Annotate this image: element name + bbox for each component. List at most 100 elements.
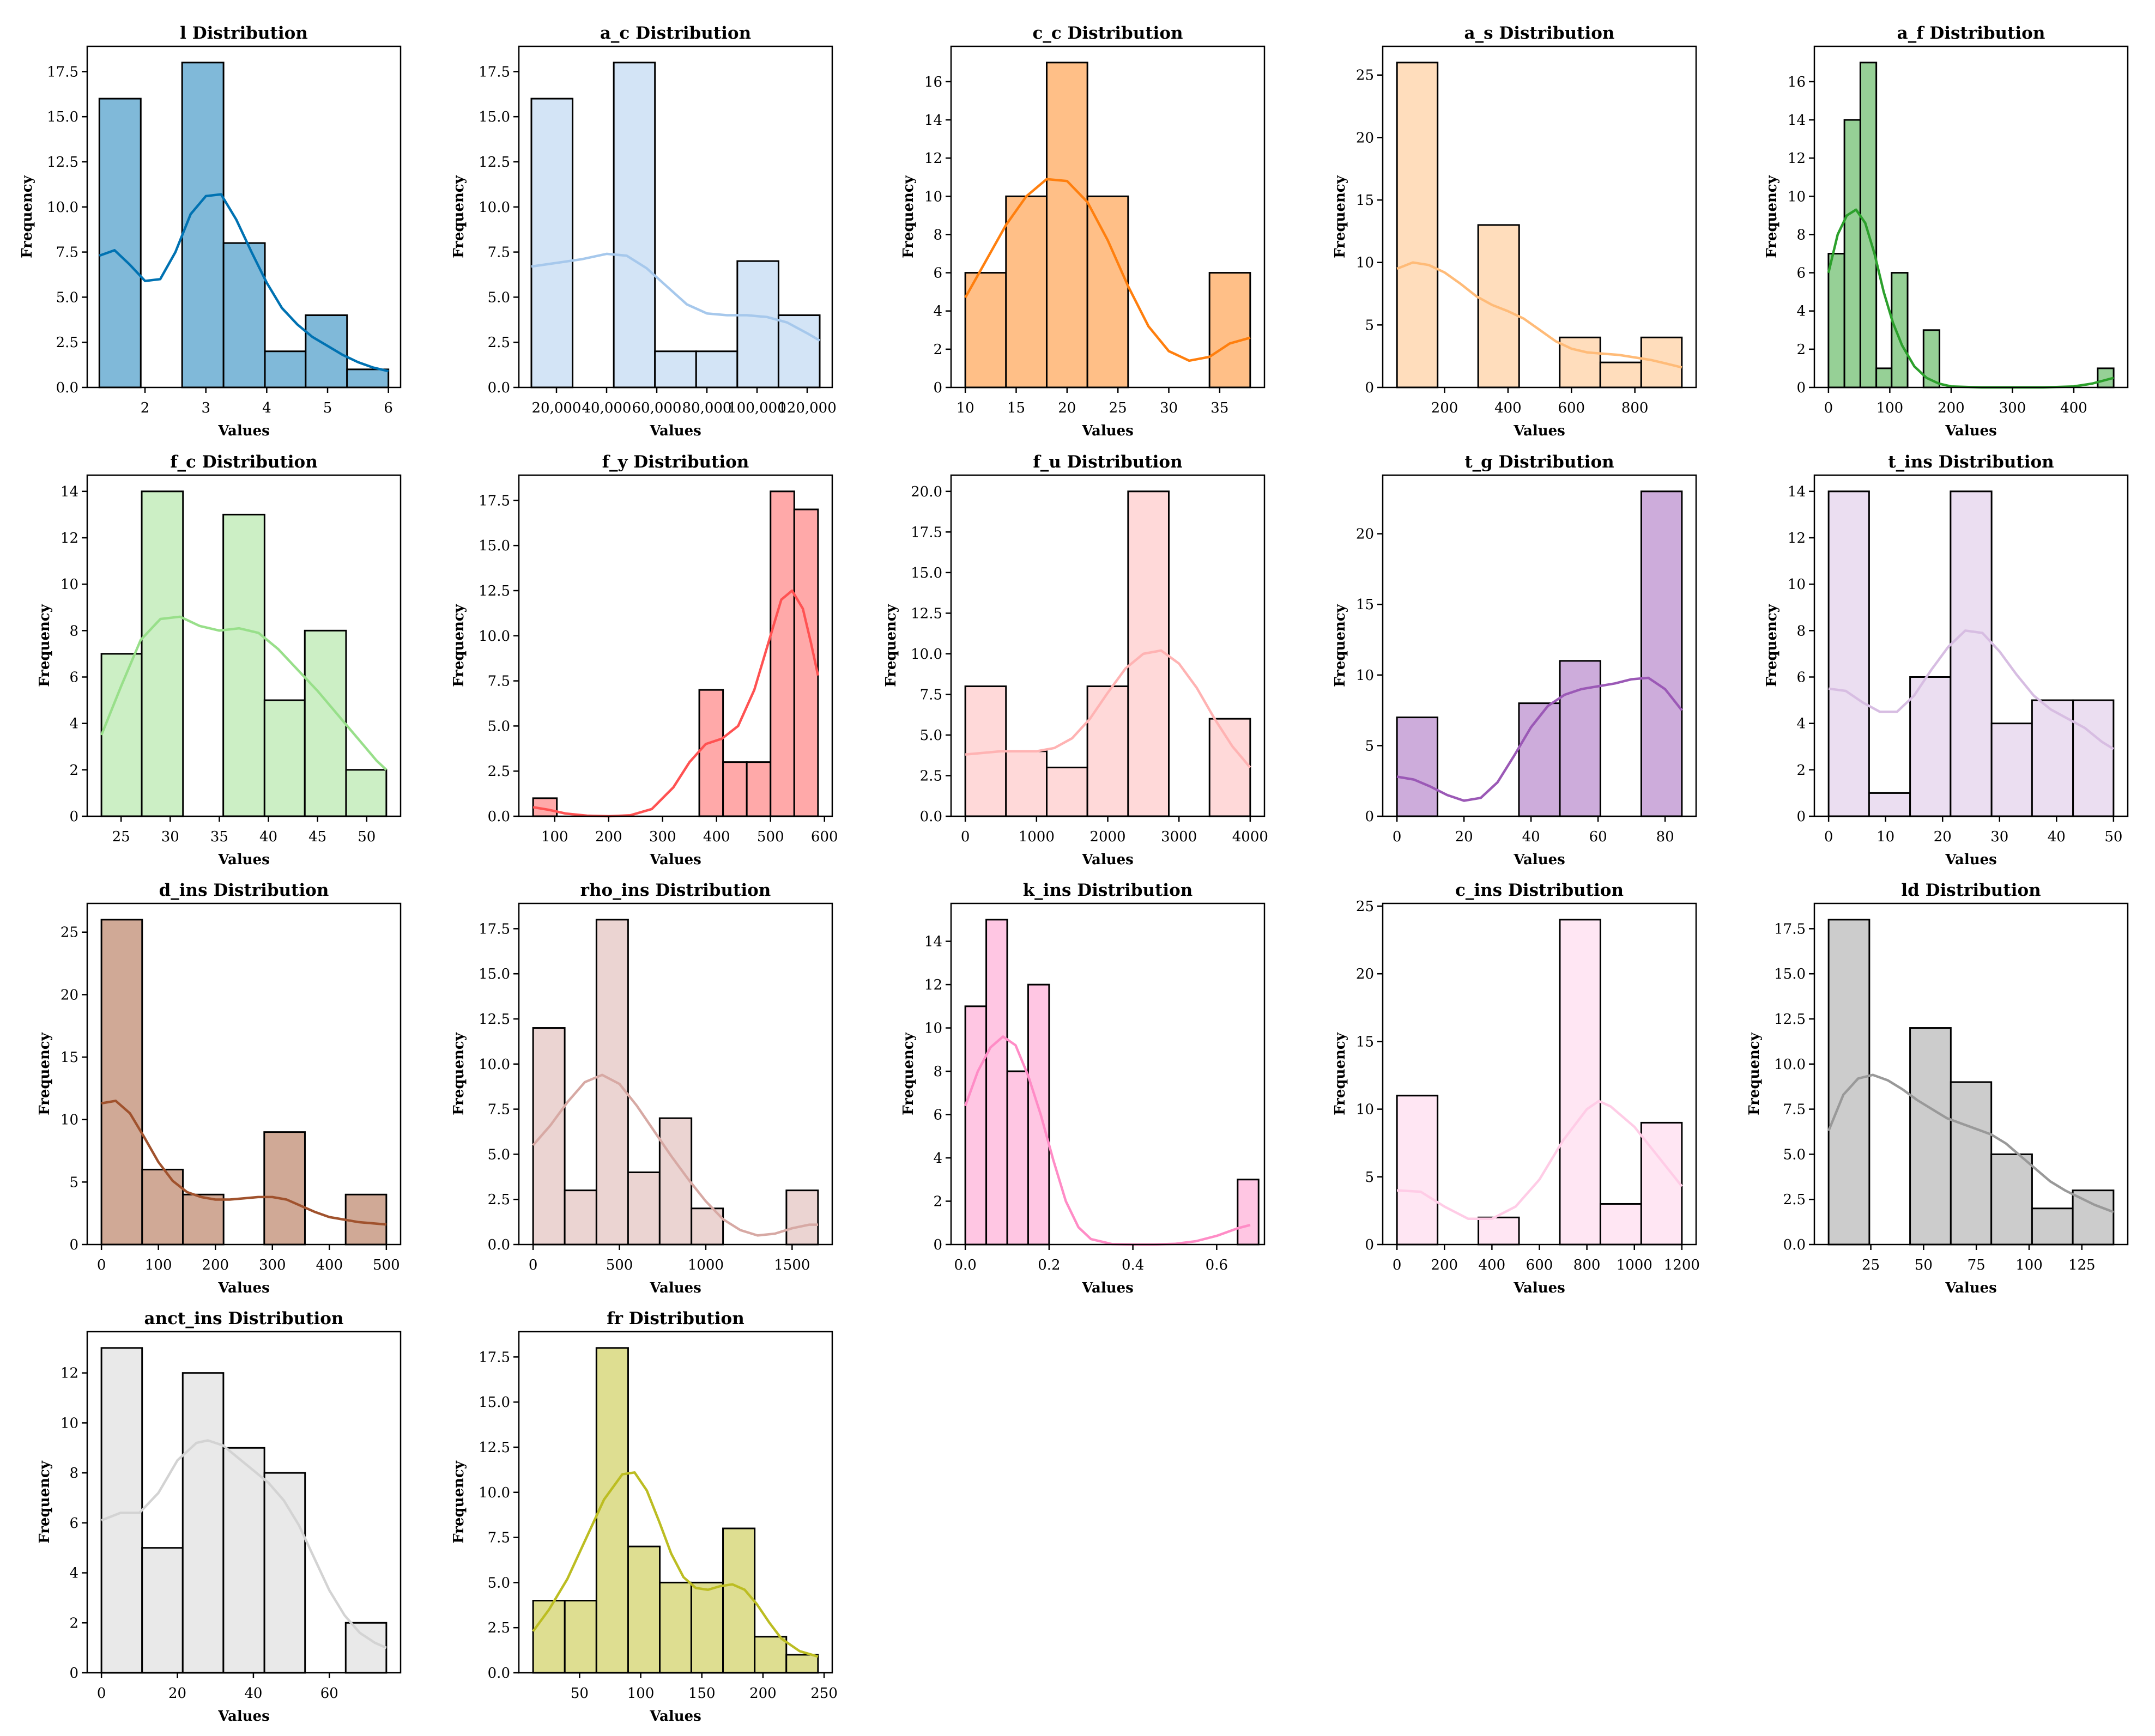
histogram-bar [222,1447,265,1674]
x-tick-label: 400 [1494,400,1522,416]
y-axis-label: Frequency [1332,604,1348,687]
y-tick-label: 8 [1796,623,1806,639]
x-tick-label: 200 [1431,1257,1458,1273]
y-axis-label: Frequency [37,1460,53,1544]
histogram-bar [263,1131,306,1246]
y-tick-label: 25 [60,925,78,941]
histogram-bar [2072,1189,2115,1246]
x-tick-label: 125 [2068,1257,2096,1273]
y-tick-label: 2 [69,762,78,779]
subplot-fr-distribution: 50 100 150 200 250 0.0 2.5 5.0 7.5 10.0 12.5 15.0 17… [451,1309,838,1725]
axes-frame [950,902,1266,1246]
histogram-bar [344,1622,388,1674]
x-tick-label: 200 [749,1685,777,1702]
kde-curve [1828,629,2115,750]
histogram-bar [785,1654,819,1674]
x-tick-label: 0 [97,1685,106,1702]
y-tick-label: 7.5 [488,1102,510,1118]
x-tick-label: 75 [1968,1257,1985,1273]
kde-curve [1827,1073,2114,1213]
histogram-bar [98,98,142,389]
y-tick-label: 6 [1796,265,1806,282]
histogram-bar [345,769,388,817]
histogram-bar [658,1117,693,1246]
y-tick-label: 12 [1788,530,1806,547]
axes-frame [518,45,833,389]
x-axis-label: Values [649,1708,701,1725]
y-tick-label: 12.5 [479,1440,510,1456]
y-tick-label: 10 [924,189,942,205]
histogram-bar [1027,984,1050,1246]
y-tick-label: 5.0 [56,289,78,306]
y-axis-label: Frequency [451,604,467,687]
y-tick-label: 10.0 [479,1057,510,1073]
y-tick-label: 10.0 [479,199,510,216]
x-tick-label: 30 [1990,829,2008,845]
x-tick-label: 100 [1876,400,1904,416]
histogram-bar [1477,224,1520,389]
axes-frame [1813,45,2129,389]
histogram-bar [100,919,143,1246]
x-tick-label: 80 [1656,829,1674,845]
histogram-bar [263,1472,306,1674]
histogram-bar [1922,329,1941,389]
histogram-bar [1086,685,1129,817]
kde-curve [531,252,821,342]
y-tick-label: 12.5 [47,154,78,171]
x-tick-label: 20,000 [532,400,582,416]
x-axis-label: Values [217,423,270,439]
y-tick-label: 0.0 [56,380,78,396]
subplot-title: k_ins Distribution [1023,881,1193,900]
y-tick-label: 10 [60,576,78,593]
y-tick-label: 17.5 [1774,921,1806,937]
histogram-bar [1599,1203,1642,1246]
histogram-bar [1950,490,1993,817]
y-tick-label: 12 [1788,150,1806,167]
histogram-bar [100,1347,143,1674]
subplot-title: c_ins Distribution [1455,881,1624,900]
y-tick-label: 15.0 [479,538,510,554]
axes-frame [518,474,833,817]
subplot-f_y-distribution: 100 200 300 400 500 600 0.0 2.5 5.0 7.5 10.0 12.5 15… [451,452,838,868]
y-tick-label: 4 [69,1565,78,1582]
y-tick-label: 5.0 [1783,1146,1806,1163]
histogram-bar [627,1172,661,1246]
x-axis-label: Values [1513,1280,1565,1296]
subplot-title: f_c Distribution [170,452,318,472]
x-axis-label: Values [1081,1280,1134,1296]
histogram-bar [2072,699,2115,817]
y-axis-label: Frequency [37,604,53,687]
histogram-bar [222,513,265,817]
x-tick-label: 30 [1160,400,1178,416]
subplot-k_ins-distribution: 0.0 0.2 0.4 0.6 0 2 4 6 8 10 12 14 k_ins Distributio… [900,881,1266,1296]
x-tick-label: 3 [201,400,210,416]
x-tick-label: 150 [688,1685,716,1702]
x-tick-label: 4000 [1232,829,1268,845]
y-tick-label: 8 [933,1064,942,1080]
y-tick-label: 0.0 [488,380,510,396]
y-tick-label: 16 [924,74,942,90]
histogram-bar [777,314,821,389]
histogram-bar [1909,676,1952,817]
x-tick-label: 2000 [1089,829,1125,845]
y-tick-label: 4 [69,716,78,732]
kde-curve [1396,261,1682,369]
y-tick-label: 8 [1796,227,1806,243]
histogram-bar [746,761,772,817]
x-tick-label: 60 [320,1685,338,1702]
x-axis-label: Values [649,1280,701,1296]
x-tick-label: 600 [811,829,838,845]
subplot-title: t_ins Distribution [1888,452,2054,472]
histogram-bar [2031,699,2074,817]
y-tick-label: 25 [1356,899,1374,915]
y-tick-label: 10.0 [479,628,510,645]
histogram-bar [181,62,225,389]
y-tick-label: 17.5 [479,1349,510,1365]
x-tick-label: 100 [2015,1257,2043,1273]
x-tick-label: 10 [1876,829,1894,845]
y-tick-label: 5 [69,1174,78,1191]
kde-curve [100,615,388,771]
y-tick-label: 0.0 [488,1665,510,1682]
histogram-bar [1875,367,1893,389]
